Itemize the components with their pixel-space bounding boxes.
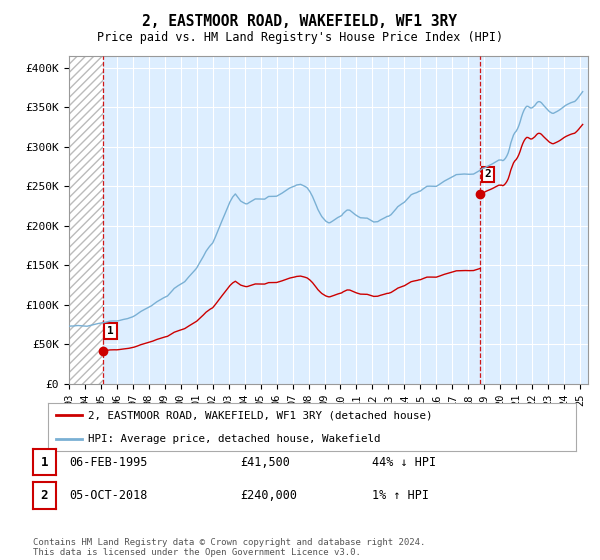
Text: 2: 2	[485, 170, 491, 179]
Text: 05-OCT-2018: 05-OCT-2018	[69, 489, 148, 502]
Text: 1% ↑ HPI: 1% ↑ HPI	[372, 489, 429, 502]
Text: Contains HM Land Registry data © Crown copyright and database right 2024.
This d: Contains HM Land Registry data © Crown c…	[33, 538, 425, 557]
Text: 2: 2	[41, 489, 48, 502]
Text: £240,000: £240,000	[240, 489, 297, 502]
Text: 1: 1	[107, 326, 114, 336]
Text: 06-FEB-1995: 06-FEB-1995	[69, 455, 148, 469]
Text: £41,500: £41,500	[240, 455, 290, 469]
Text: HPI: Average price, detached house, Wakefield: HPI: Average price, detached house, Wake…	[88, 434, 380, 444]
Text: Price paid vs. HM Land Registry's House Price Index (HPI): Price paid vs. HM Land Registry's House …	[97, 31, 503, 44]
Text: 2, EASTMOOR ROAD, WAKEFIELD, WF1 3RY (detached house): 2, EASTMOOR ROAD, WAKEFIELD, WF1 3RY (de…	[88, 410, 432, 420]
Text: 44% ↓ HPI: 44% ↓ HPI	[372, 455, 436, 469]
Text: 1: 1	[41, 455, 48, 469]
Text: 2, EASTMOOR ROAD, WAKEFIELD, WF1 3RY: 2, EASTMOOR ROAD, WAKEFIELD, WF1 3RY	[143, 14, 458, 29]
